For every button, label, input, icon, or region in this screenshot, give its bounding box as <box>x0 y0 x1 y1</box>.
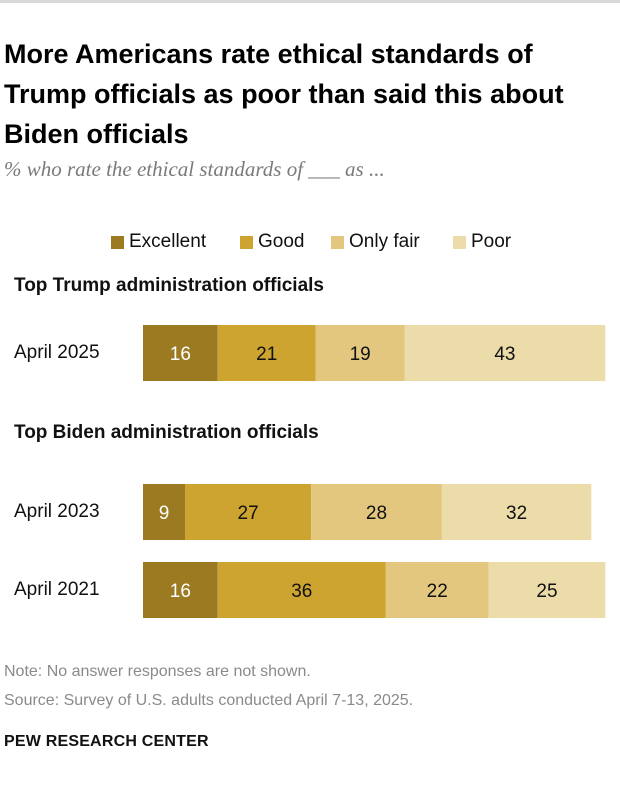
bar-good-april-2021 <box>217 562 386 618</box>
bar-label-good-april-2021: 36 <box>291 581 312 602</box>
source-text: Source: Survey of U.S. adults conducted … <box>4 692 414 709</box>
legend-item-poor: Poor <box>453 230 511 254</box>
bar-poor-april-2025 <box>404 325 606 381</box>
chart-subtitle: % who rate the ethical standards of ___ … <box>4 157 385 181</box>
legend-label-poor: Poor <box>471 231 512 252</box>
bar-label-only-fair-april-2025: 19 <box>350 344 371 365</box>
legend-swatch-good <box>240 235 253 249</box>
legend-label-excellent: Excellent <box>129 231 207 252</box>
section-title-biden: Top Biden administration officials <box>14 422 319 443</box>
bar-good-april-2025 <box>217 325 316 381</box>
legend-item-good: Good <box>240 230 304 254</box>
bar-only-fair-april-2025 <box>315 325 405 381</box>
bar-label-poor-april-2023: 32 <box>506 503 527 524</box>
bar-good-april-2023 <box>185 484 312 540</box>
bar-label-excellent-april-2021: 16 <box>170 581 191 602</box>
note-text: Note: No answer responses are not shown. <box>4 663 311 680</box>
row-label-april-2021: April 2021 <box>14 579 100 600</box>
pew-logo-text: PEW RESEARCH CENTER <box>4 733 209 750</box>
legend: Excellent Good Only fair Poor <box>0 230 620 254</box>
legend-swatch-poor <box>453 235 466 249</box>
row-label-april-2025: April 2025 <box>14 342 100 363</box>
bar-only-fair-april-2021 <box>385 562 489 618</box>
legend-swatch-only-fair <box>331 235 344 249</box>
bar-label-poor-april-2021: 25 <box>536 581 557 602</box>
legend-label-only-fair: Only fair <box>349 231 420 252</box>
bar-label-good-april-2023: 27 <box>238 503 259 524</box>
bar-excellent-april-2021 <box>143 562 218 618</box>
bar-only-fair-april-2023 <box>311 484 442 540</box>
chart-title: More Americans rate ethical standards of… <box>4 39 564 149</box>
bar-excellent-april-2025 <box>143 325 218 381</box>
bar-poor-april-2021 <box>488 562 606 618</box>
legend-item-excellent: Excellent <box>111 230 206 254</box>
row-label-april-2023: April 2023 <box>14 501 100 522</box>
bar-label-good-april-2025: 21 <box>256 344 277 365</box>
bar-label-poor-april-2025: 43 <box>494 344 515 365</box>
bar-label-only-fair-april-2021: 22 <box>427 581 448 602</box>
bar-excellent-april-2023 <box>143 484 186 540</box>
legend-swatch-excellent <box>111 235 124 249</box>
section-title-trump: Top Trump administration officials <box>14 275 325 296</box>
bar-label-only-fair-april-2023: 28 <box>366 503 387 524</box>
legend-item-only-fair: Only fair <box>331 230 420 254</box>
legend-label-good: Good <box>258 231 305 252</box>
bar-label-excellent-april-2023: 9 <box>159 503 170 524</box>
top-rule <box>0 0 620 3</box>
bar-label-excellent-april-2025: 16 <box>170 344 191 365</box>
bar-poor-april-2023 <box>441 484 592 540</box>
